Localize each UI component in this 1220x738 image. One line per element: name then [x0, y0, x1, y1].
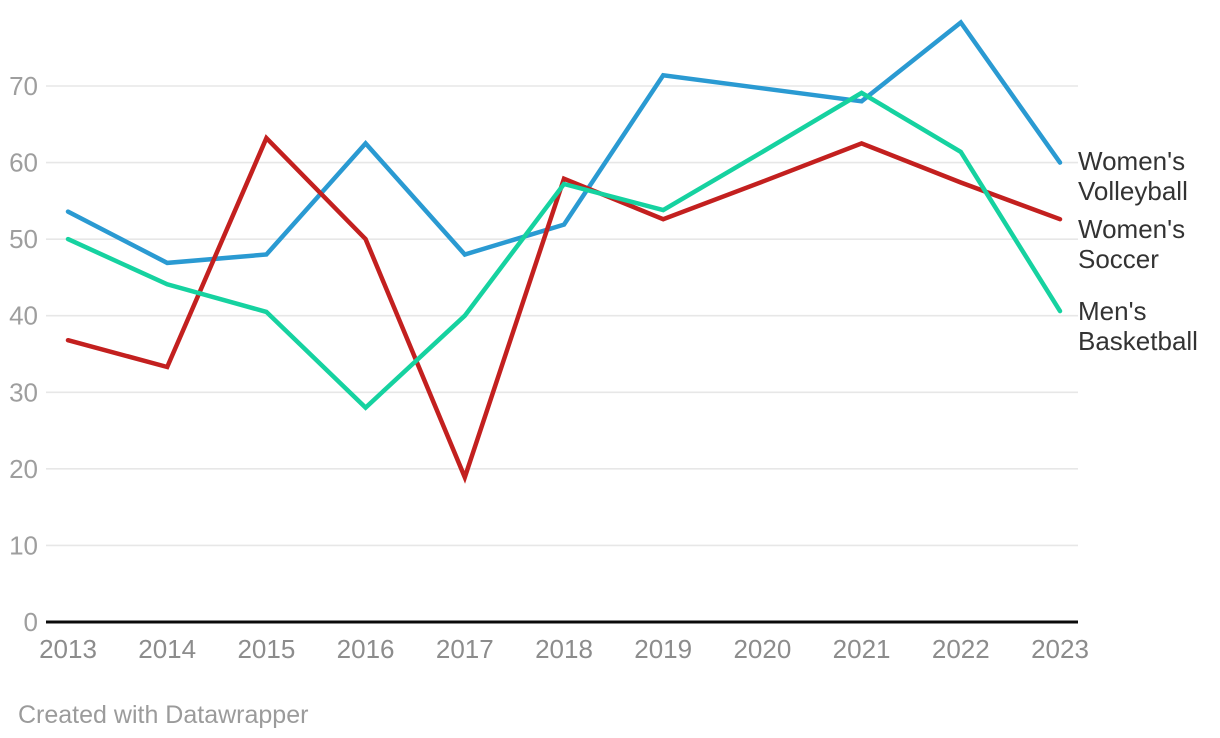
series-label-mens-basketball: Men's Basketball	[1078, 296, 1198, 356]
y-axis-tick-label-30: 30	[9, 377, 38, 407]
x-axis-tick-label-2020: 2020	[733, 634, 791, 664]
y-axis-tick-label-60: 60	[9, 148, 38, 178]
datawrapper-credit: Created with Datawrapper	[18, 701, 309, 729]
y-axis-tick-label-20: 20	[9, 454, 38, 484]
x-axis-tick-label-2023: 2023	[1031, 634, 1089, 664]
series-label-womens-volleyball: Women's Volleyball	[1078, 146, 1188, 206]
y-axis-tick-label-70: 70	[9, 71, 38, 101]
x-axis-tick-label-2019: 2019	[634, 634, 692, 664]
y-axis-tick-label-50: 50	[9, 224, 38, 254]
x-axis-tick-label-2016: 2016	[337, 634, 395, 664]
x-axis-tick-label-2021: 2021	[833, 634, 891, 664]
y-axis-tick-label-0: 0	[24, 607, 38, 637]
line-series-women-s-volleyball	[65, 19, 1063, 266]
y-axis-tick-label-40: 40	[9, 301, 38, 331]
series-label-womens-soccer: Women's Soccer	[1078, 214, 1186, 274]
x-axis-tick-label-2015: 2015	[237, 634, 295, 664]
x-axis-tick-label-2022: 2022	[932, 634, 990, 664]
x-axis-tick-label-2013: 2013	[39, 634, 97, 664]
line-series-men-s-basketball	[65, 90, 1063, 411]
x-axis-tick-label-2018: 2018	[535, 634, 593, 664]
line-series-women-s-soccer	[65, 134, 1063, 484]
y-axis-tick-label-10: 10	[9, 530, 38, 560]
x-axis-tick-label-2017: 2017	[436, 634, 494, 664]
x-axis-tick-label-2014: 2014	[138, 634, 196, 664]
